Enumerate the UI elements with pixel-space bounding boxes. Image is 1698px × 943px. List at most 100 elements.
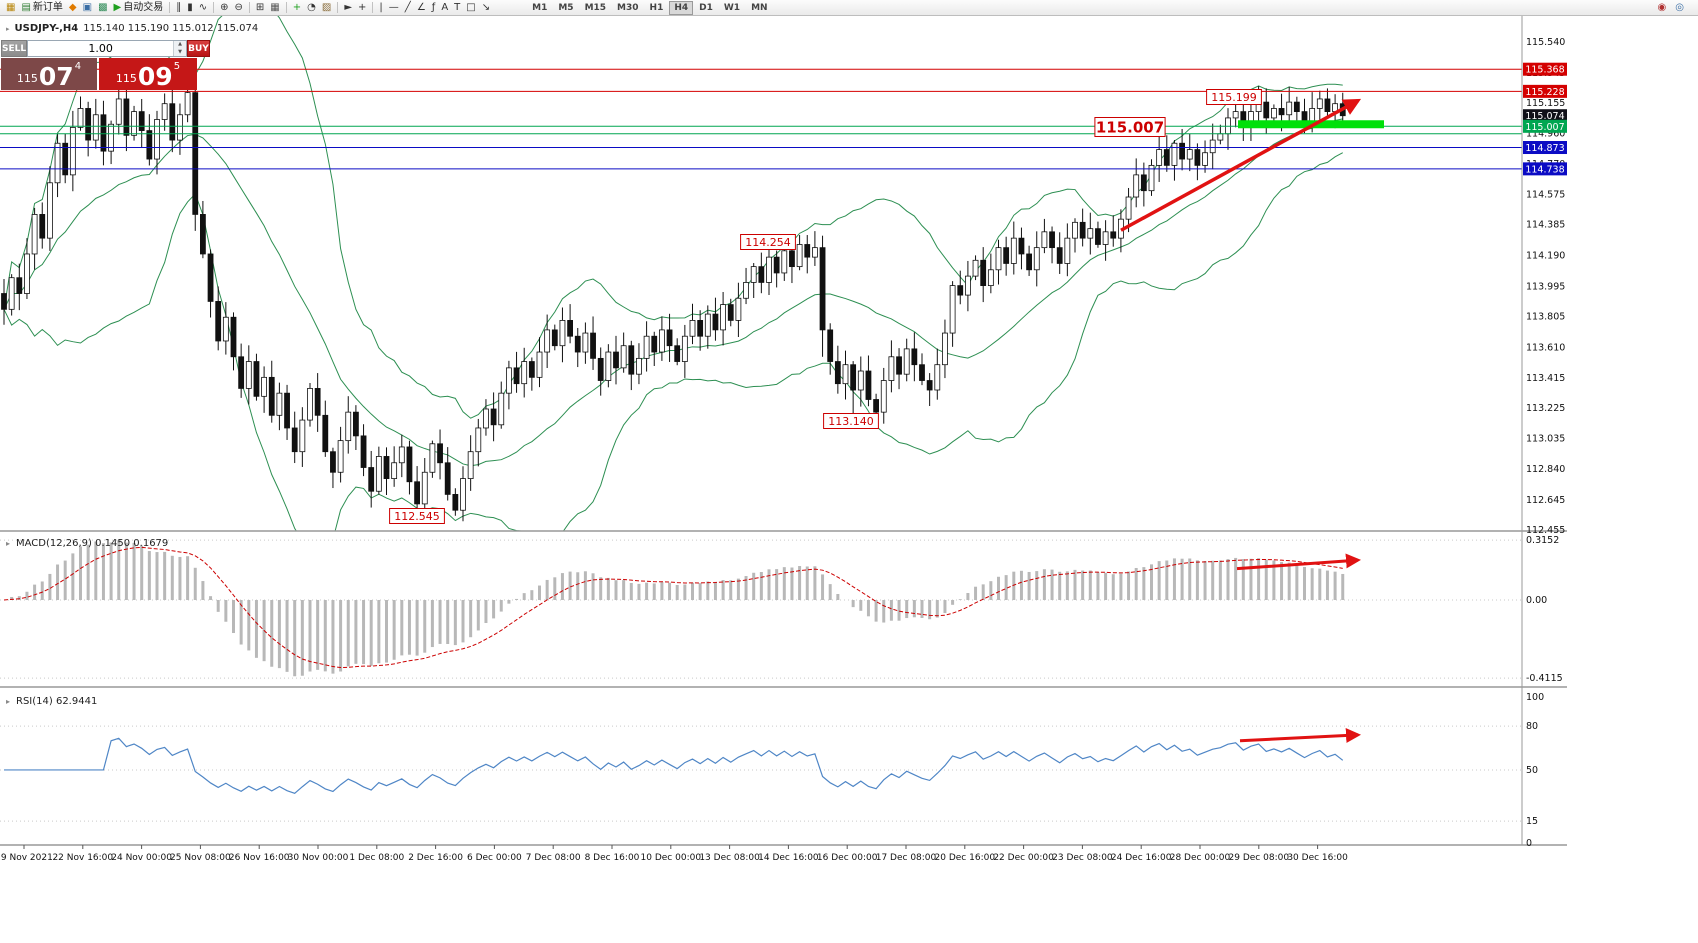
candle [1010, 237, 1017, 264]
annotation-115.199[interactable]: 115.199 [1206, 89, 1262, 105]
candle [1232, 111, 1239, 119]
auto-trading-button[interactable]: ▶ 自动交易 [111, 1, 167, 15]
candle [750, 266, 757, 283]
candle [429, 443, 436, 473]
price-tag-115.368: 115.368 [1523, 62, 1567, 76]
svg-text:115.368: 115.368 [1525, 65, 1564, 76]
chart-canvas[interactable]: 112.545 113.140 114.254 115.199 115.007 ▸ MACD… [0, 16, 1567, 882]
y-axis-label: 115.540 [1526, 37, 1565, 48]
sell-price[interactable]: 115 07 4 [1, 58, 97, 90]
tile-windows-button[interactable]: ⊞ [253, 1, 267, 15]
vertical-line-tool-button[interactable]: | [376, 1, 385, 15]
y-axis-label: 115.155 [1526, 98, 1565, 109]
timeframe-h1[interactable]: H1 [645, 1, 669, 15]
data-window-button[interactable]: ▣ [80, 1, 95, 15]
rsi-trend-arrow[interactable] [1239, 727, 1361, 743]
main-trend-arrow[interactable] [1120, 98, 1362, 232]
search-button[interactable]: ◎ [1672, 1, 1687, 15]
add-indicator-button[interactable]: + [290, 1, 304, 15]
horizontal-line-tool-button[interactable]: — [386, 1, 402, 15]
macd-collapse-icon[interactable]: ▸ [6, 539, 10, 548]
shapes-tool-button[interactable]: □ [463, 1, 478, 15]
buy-price[interactable]: 115 09 5 [99, 58, 197, 90]
text-tool-button[interactable]: A [438, 1, 451, 15]
candle [521, 361, 528, 385]
templates-button[interactable]: ▨ [319, 1, 334, 15]
cursor-button[interactable]: ► [341, 1, 355, 15]
macd-panel[interactable] [0, 539, 1522, 679]
volume-increase-button[interactable]: ▲ [174, 41, 187, 49]
candle [253, 361, 260, 397]
chart-window[interactable]: 112.545 113.140 114.254 115.199 115.007 ▸ MACD… [0, 16, 1567, 900]
timeframe-m15[interactable]: M15 [580, 1, 611, 15]
buy-button[interactable]: BUY [187, 40, 210, 57]
timeframe-h4[interactable]: H4 [669, 0, 694, 15]
candle [131, 111, 137, 136]
community-button[interactable]: ◉ [1655, 1, 1670, 15]
arrows-tool-button[interactable]: ↘ [479, 1, 493, 15]
candle [620, 345, 627, 369]
new-order-button[interactable]: ▤ 新订单 [18, 1, 65, 15]
candle [834, 361, 841, 385]
candle [69, 127, 76, 176]
timeframe-m30[interactable]: M30 [612, 1, 643, 15]
chart-candles-button[interactable]: ▮ [184, 1, 196, 15]
macd-trend-arrow[interactable] [1236, 553, 1361, 571]
auto-arrange-button[interactable]: ▦ [267, 1, 282, 15]
zoom-out-button[interactable]: ⊖ [232, 1, 246, 15]
new-order-icon: ▤ [21, 1, 31, 13]
timeframe-m1[interactable]: M1 [527, 1, 552, 15]
price-tag-115.228: 115.228 [1523, 84, 1567, 98]
symbol-collapse-icon[interactable]: ▸ [6, 24, 10, 33]
rsi-panel[interactable] [0, 725, 1522, 822]
data-window-icon: ▣ [82, 1, 93, 13]
candle [582, 332, 589, 353]
x-axis-label: 24 Dec 16:00 [1111, 853, 1172, 863]
bollinger-upper-band[interactable] [3, 16, 1343, 419]
candle [245, 361, 252, 389]
chart-bars-button[interactable]: ∥ [173, 1, 184, 15]
timeframe-mn[interactable]: MN [746, 1, 773, 15]
main-toolbar: ▦ ▤ 新订单 ◆ ▣ ▩ ▶ 自动交易 ∥ ▮ ∿ ⊕ ⊖ ⊞ ▦ + ◔ ▨ ► + | — ╱ ∠ ƒ A T □ ↘ M1 M5 M… [0, 0, 1698, 16]
candle [1049, 231, 1055, 249]
toolbar-right-group: ◉ ◎ [1655, 1, 1695, 15]
candle [421, 471, 428, 505]
candle [1018, 237, 1025, 255]
chart-line-button[interactable]: ∿ [196, 1, 210, 15]
annotation-112.545[interactable]: 112.545 [389, 508, 445, 524]
candle [307, 388, 313, 421]
candle [1072, 221, 1078, 239]
volume-input[interactable] [28, 41, 174, 56]
main-chart-panel[interactable]: 112.545 113.140 114.254 115.199 115.007 [0, 16, 1522, 544]
label-tool-button[interactable]: T [451, 1, 463, 15]
green-zone-rect[interactable] [1238, 120, 1384, 129]
timeframe-d1[interactable]: D1 [694, 1, 718, 15]
zoom-in-button[interactable]: ⊕ [217, 1, 231, 15]
svg-text:114.254: 114.254 [745, 236, 791, 249]
vertical-line-tool-icon: | [379, 1, 383, 13]
timeframe-m5[interactable]: M5 [553, 1, 578, 15]
channel-tool-button[interactable]: ∠ [414, 1, 429, 15]
sell-button[interactable]: SELL [1, 40, 28, 57]
y-axis-label: 114.385 [1526, 220, 1565, 231]
fibonacci-tool-button[interactable]: ƒ [429, 1, 439, 15]
annotation-115.007[interactable]: 115.007 [1094, 117, 1166, 137]
bollinger-middle-band[interactable] [3, 118, 1343, 467]
candle [1309, 108, 1316, 122]
svg-text:114.873: 114.873 [1525, 143, 1564, 154]
volume-decrease-button[interactable]: ▼ [174, 48, 187, 56]
periods-button[interactable]: ◔ [304, 1, 319, 15]
navigator-button[interactable]: ▩ [95, 1, 110, 15]
annotation-113.140[interactable]: 113.140 [823, 413, 879, 429]
trendline-tool-button[interactable]: ╱ [402, 1, 414, 15]
timeframe-w1[interactable]: W1 [719, 1, 745, 15]
market-watch-button[interactable]: ◆ [66, 1, 80, 15]
candle [865, 370, 872, 400]
rsi-collapse-icon[interactable]: ▸ [6, 697, 10, 706]
svg-text:115.228: 115.228 [1525, 87, 1564, 98]
crosshair-button[interactable]: + [355, 1, 369, 15]
shapes-tool-icon: □ [466, 1, 476, 13]
rsi-scale-label: 80 [1526, 721, 1538, 732]
annotation-114.254[interactable]: 114.254 [740, 234, 796, 250]
new-chart-button[interactable]: ▦ [3, 1, 18, 15]
